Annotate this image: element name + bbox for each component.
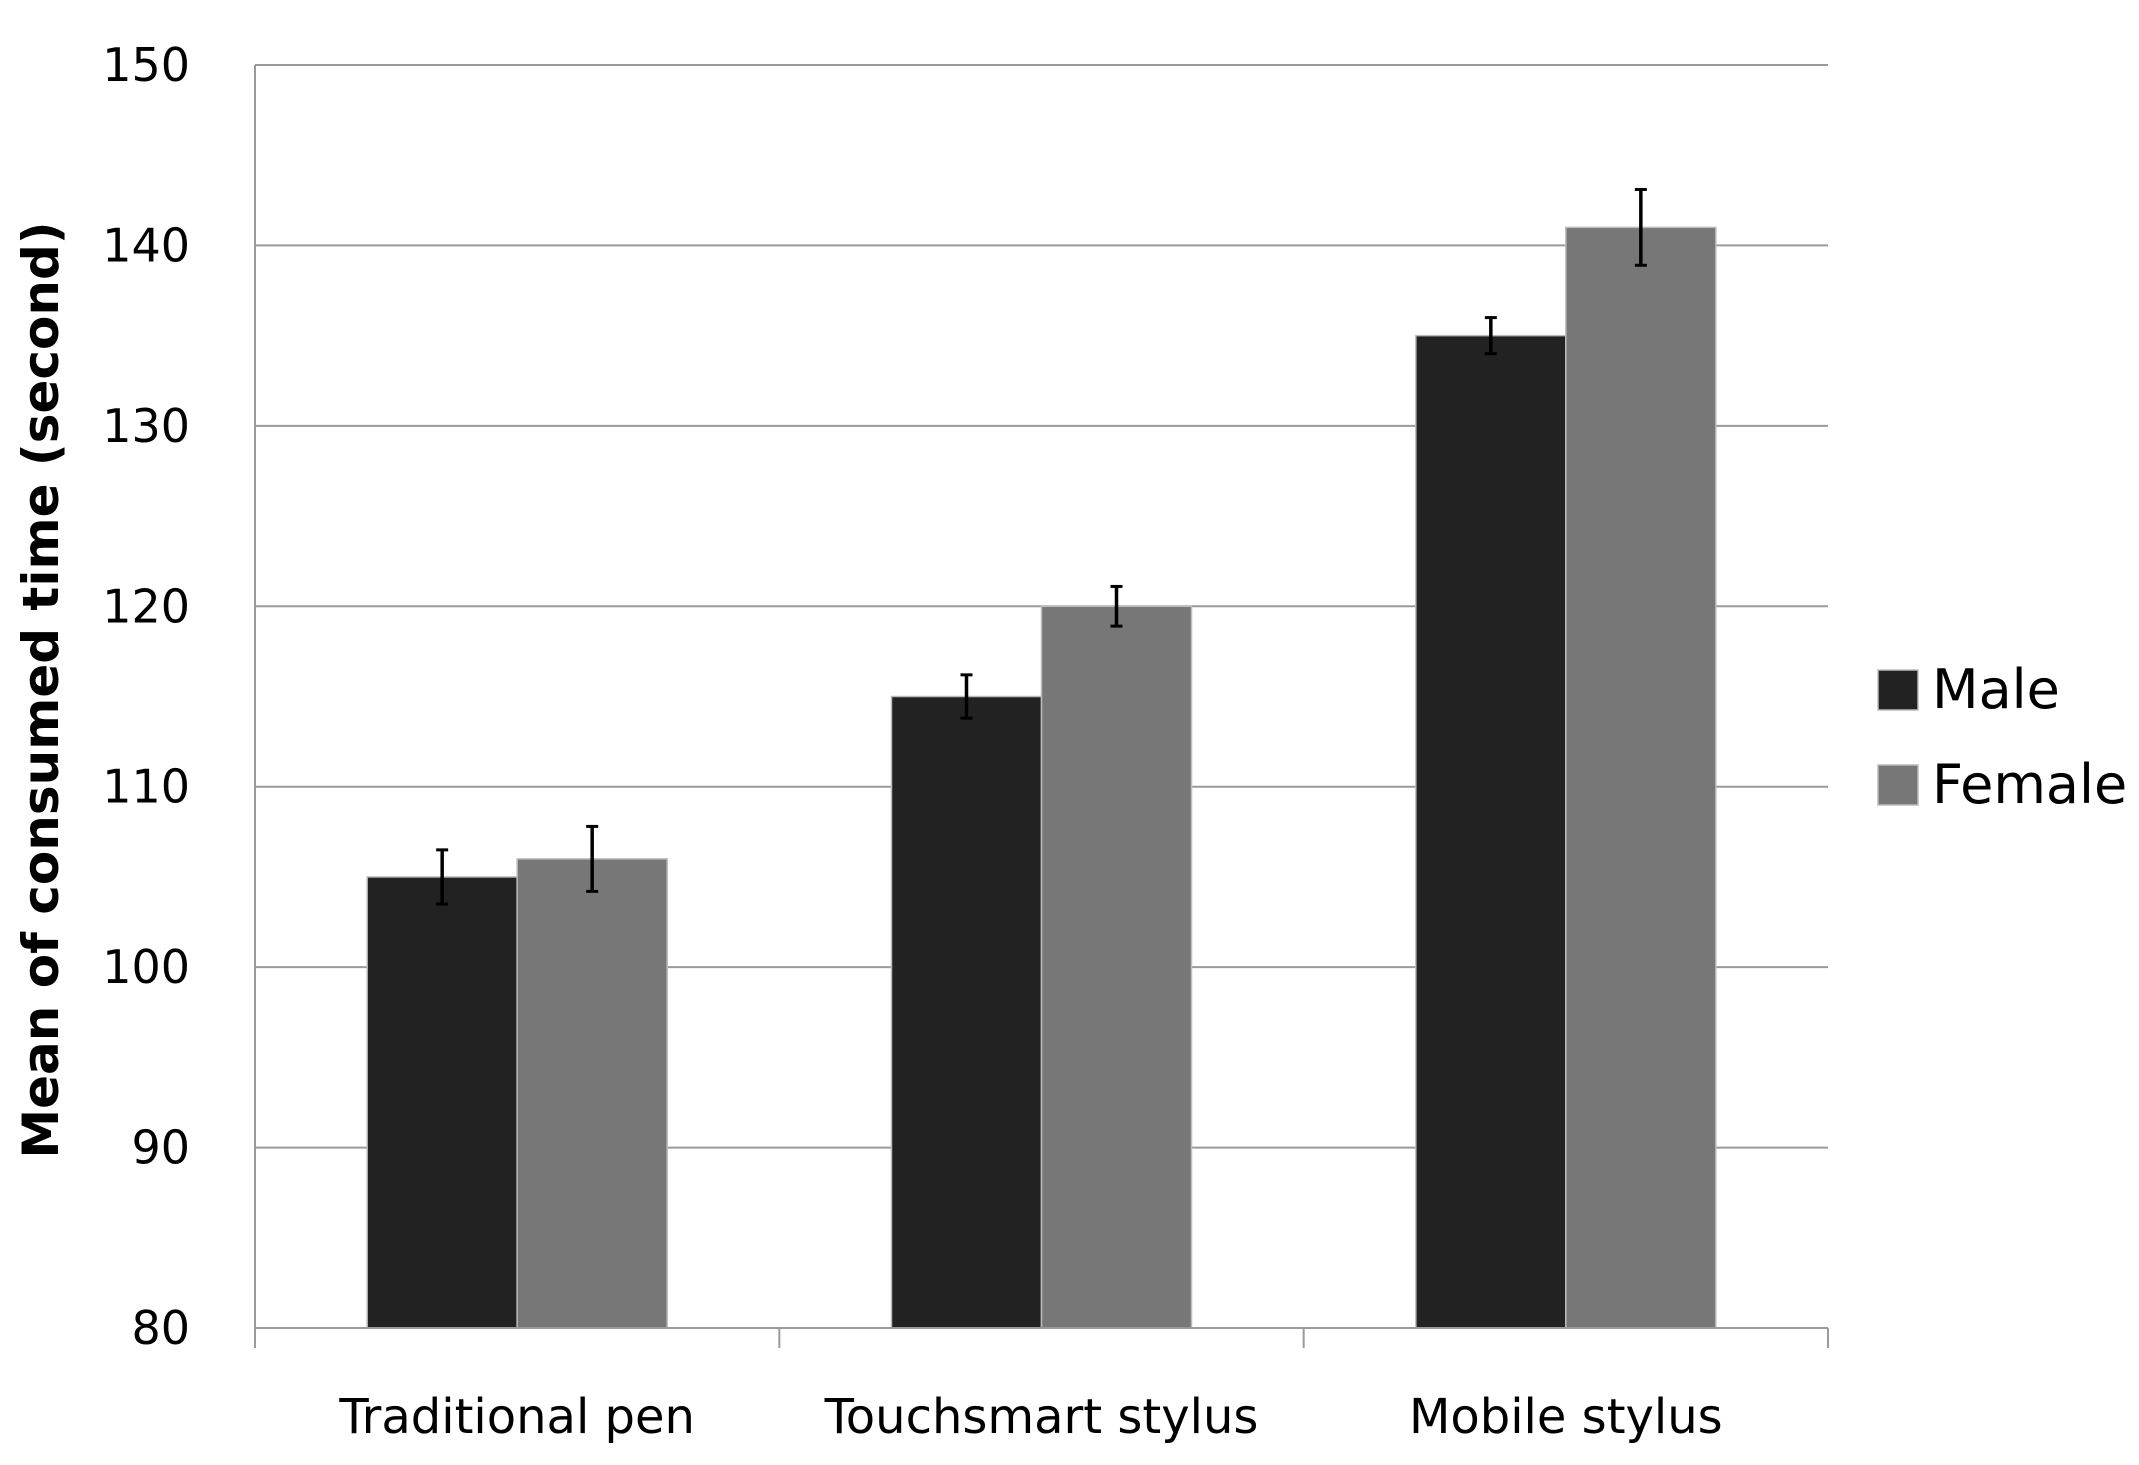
x-category-label: Mobile stylus xyxy=(1409,1389,1723,1445)
legend-swatch-female xyxy=(1877,764,1919,806)
bar-female-0 xyxy=(516,858,668,1329)
y-tick-label: 120 xyxy=(102,579,190,633)
y-tick-label: 150 xyxy=(102,38,190,92)
bar-male-1 xyxy=(890,695,1043,1329)
legend-label-female: Female xyxy=(1932,753,2127,816)
legend-label-male: Male xyxy=(1932,658,2060,721)
y-tick-label: 140 xyxy=(102,218,190,272)
x-category-label: Traditional pen xyxy=(338,1389,695,1445)
y-tick-label: 80 xyxy=(131,1301,190,1355)
y-tick-labels: 80 90 100 110 120 130 140 150 xyxy=(102,38,190,1355)
bar-female-2 xyxy=(1565,226,1717,1329)
y-tick-label: 100 xyxy=(102,940,190,994)
legend-swatch-male xyxy=(1877,669,1919,711)
bar-male-2 xyxy=(1415,334,1567,1329)
y-tick-label: 90 xyxy=(131,1121,190,1175)
axes xyxy=(254,65,1829,1348)
category-labels: Traditional pen Touchsmart stylus Mobile s… xyxy=(338,1389,1722,1445)
bar-male-0 xyxy=(366,876,518,1329)
y-axis-label: Mean of consumed time (second) xyxy=(12,221,70,1158)
bar-female-1 xyxy=(1040,605,1193,1329)
y-tick-label: 110 xyxy=(102,760,190,814)
x-category-label: Touchsmart stylus xyxy=(824,1389,1259,1445)
legend: Male Female xyxy=(1877,658,2127,816)
y-tick-label: 130 xyxy=(102,399,190,453)
bars xyxy=(366,187,1717,1329)
